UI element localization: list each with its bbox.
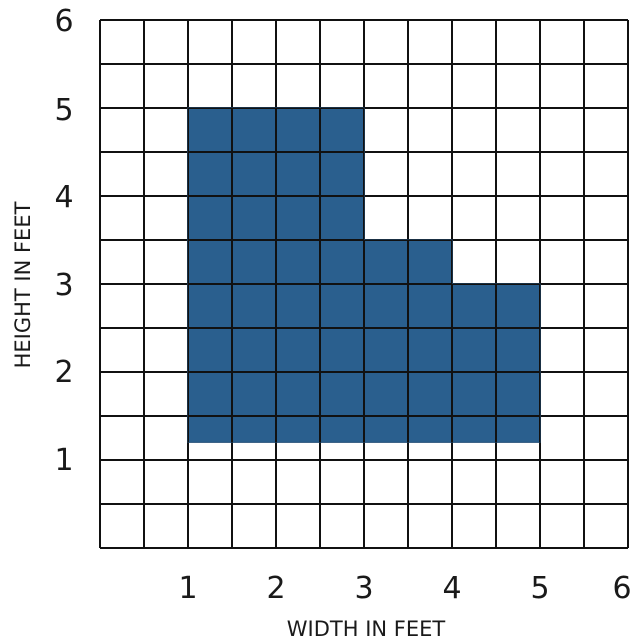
y-tick-4: 4 [54, 180, 73, 215]
y-tick-1: 1 [54, 443, 73, 478]
x-axis-label: WIDTH IN FEET [287, 617, 446, 641]
x-tick-4: 4 [442, 571, 461, 606]
y-tick-5: 5 [54, 93, 73, 128]
x-tick-2: 2 [266, 571, 285, 606]
y-tick-2: 2 [54, 355, 73, 390]
x-tick-3: 3 [354, 571, 373, 606]
y-axis-label: HEIGHT IN FEET [11, 201, 35, 368]
x-tick-5: 5 [530, 571, 549, 606]
y-tick-3: 3 [54, 268, 73, 303]
grid-lines-overlay [188, 108, 540, 443]
y-tick-6: 6 [54, 4, 73, 39]
x-tick-6: 6 [612, 571, 631, 606]
x-tick-1: 1 [178, 571, 197, 606]
